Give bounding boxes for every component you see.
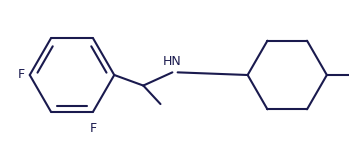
Text: F: F (18, 69, 24, 81)
Text: HN: HN (163, 55, 182, 68)
Text: F: F (90, 122, 97, 135)
